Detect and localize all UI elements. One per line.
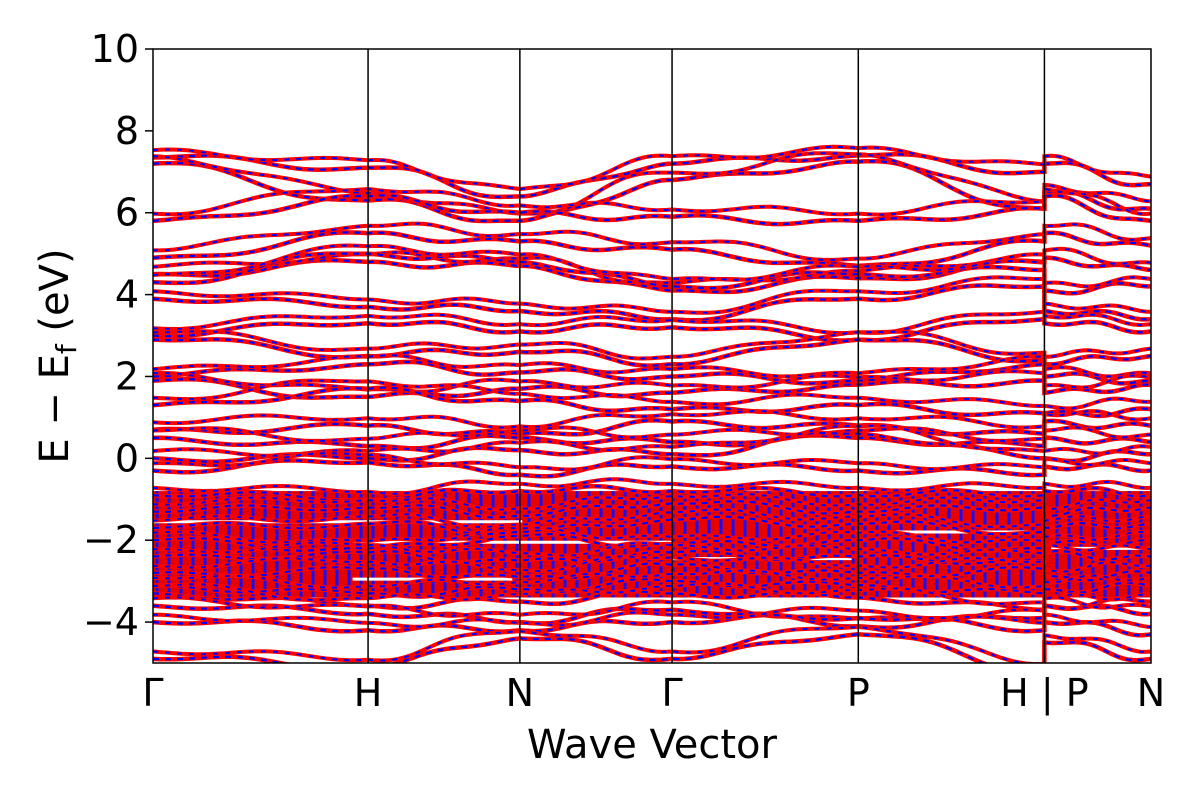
x-tick-label: Γ: [661, 671, 682, 715]
band-line-blue-dashed: [153, 284, 1151, 322]
band-line-blue-dashed: [153, 145, 1151, 191]
high-symmetry-lines: [367, 49, 1046, 663]
band-line-blue-dashed: [153, 478, 1151, 495]
band-line-blue-dashed: [153, 604, 1151, 629]
y-axis-label-unit: (eV): [32, 248, 78, 344]
y-tick-label: 4: [115, 273, 139, 317]
y-tick-label: 8: [115, 109, 139, 153]
band-line-blue-dashed: [153, 633, 1151, 663]
x-axis-ticks: Γ H N Γ P H | P N: [142, 671, 1165, 716]
plot-frame: [152, 48, 1152, 664]
band-line-blue-dashed: [153, 410, 1151, 429]
y-axis-label-main: E − E: [32, 354, 78, 464]
y-axis-ticks: −4 −2 0 2 4 6 8 10: [83, 27, 153, 644]
x-tick-label: H: [354, 671, 383, 715]
x-tick-label: N: [506, 671, 534, 715]
y-tick-label: 0: [115, 436, 139, 480]
y-axis-label: E − Ef (eV): [32, 248, 83, 463]
band-line-blue-dashed: [153, 625, 1151, 663]
band-line-blue-dashed: [153, 194, 1151, 226]
band-line-blue-dashed: [153, 187, 1151, 216]
band-line-blue-dashed: [153, 153, 1151, 199]
x-tick-label: N: [1137, 671, 1165, 715]
band-line-blue-dashed: [153, 231, 1151, 268]
band-line-blue-dashed: [153, 360, 1151, 385]
y-tick-label: 6: [115, 191, 139, 235]
y-tick-label: 10: [91, 27, 139, 71]
band-line-blue-dashed: [153, 276, 1151, 314]
y-axis-label-subscript: f: [50, 343, 83, 354]
x-tick-label: Γ: [142, 671, 163, 715]
y-tick-label: 2: [115, 354, 139, 398]
band-line-blue-dashed: [153, 222, 1151, 261]
x-tick-label: H | P: [1000, 671, 1088, 716]
band-line-blue-dashed: [153, 596, 1151, 622]
band-line-blue-dashed: [153, 508, 1151, 528]
y-tick-label: −2: [83, 518, 139, 562]
band-line-blue-dashed: [153, 378, 1151, 399]
x-axis-label: Wave Vector: [527, 722, 778, 768]
band-line-blue-dashed: [153, 244, 1151, 288]
band-line-blue-dashed: [153, 354, 1151, 378]
band-line-blue-dashed: [153, 419, 1151, 436]
x-tick-label: P: [847, 671, 870, 715]
y-tick-label: −4: [83, 600, 139, 644]
